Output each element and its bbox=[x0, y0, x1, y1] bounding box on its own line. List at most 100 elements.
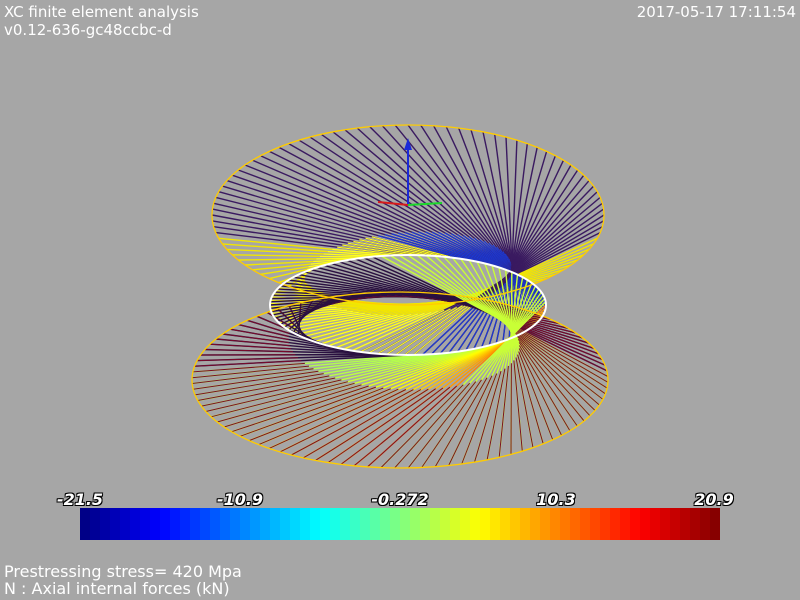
cable-element bbox=[209, 343, 292, 350]
cable-element bbox=[197, 375, 330, 401]
colorbar-step bbox=[600, 508, 611, 540]
cable-element bbox=[327, 251, 385, 257]
cable-element bbox=[518, 342, 578, 427]
y-axis bbox=[407, 202, 443, 206]
cable-elements bbox=[192, 124, 609, 469]
colorbar-step bbox=[130, 508, 141, 540]
color-scale-bar bbox=[80, 508, 720, 540]
scale-tick-max: 20.9 bbox=[694, 490, 734, 509]
cable-element bbox=[296, 314, 385, 335]
colorbar-step bbox=[460, 508, 471, 540]
colorbar-step bbox=[640, 508, 651, 540]
cable-element bbox=[327, 388, 436, 464]
cable-element bbox=[194, 373, 324, 396]
cable-element bbox=[205, 379, 342, 412]
colorbar-step bbox=[540, 508, 551, 540]
cable-element bbox=[204, 349, 294, 353]
scale-tick-mid: -0.272 bbox=[371, 490, 429, 509]
cable-element bbox=[371, 236, 456, 259]
cable-element bbox=[286, 313, 371, 330]
quantity-label: N : Axial internal forces (kN) bbox=[4, 579, 230, 598]
cable-element bbox=[498, 365, 509, 458]
colorbar-step bbox=[510, 508, 521, 540]
colorbar-step bbox=[500, 508, 511, 540]
axes-gizmo bbox=[377, 138, 443, 206]
z-axis-head bbox=[404, 138, 412, 150]
cable-element bbox=[367, 385, 458, 468]
cable-element bbox=[518, 348, 563, 436]
colorbar-step bbox=[110, 508, 121, 540]
cable-element bbox=[377, 306, 457, 355]
colorbar-step bbox=[160, 508, 171, 540]
cable-element bbox=[238, 324, 289, 337]
colorbar-step bbox=[660, 508, 671, 540]
cable-element bbox=[434, 377, 488, 467]
cable-element bbox=[395, 303, 469, 356]
cable-element bbox=[413, 299, 480, 356]
cable-element bbox=[230, 328, 289, 340]
colorbar-step bbox=[710, 508, 720, 540]
colorbar-step bbox=[490, 508, 501, 540]
cable-element bbox=[368, 308, 451, 354]
colorbar-step bbox=[680, 508, 691, 540]
fem-viewport[interactable] bbox=[0, 0, 800, 480]
scale-tick-4: 10.3 bbox=[536, 490, 576, 509]
cable-element bbox=[516, 335, 591, 417]
cable-element bbox=[411, 231, 502, 269]
cable-element bbox=[378, 235, 465, 260]
colorbar-step bbox=[80, 508, 91, 540]
cable-element bbox=[192, 362, 305, 373]
timestamp: 2017-05-17 17:11:54 bbox=[636, 3, 796, 21]
cable-element bbox=[517, 354, 544, 444]
cable-element bbox=[496, 246, 545, 314]
colorbar-step bbox=[360, 508, 371, 540]
cable-element bbox=[314, 314, 405, 343]
colorbar-step bbox=[210, 508, 221, 540]
cable-element bbox=[193, 370, 319, 390]
cable-element bbox=[515, 357, 534, 448]
cable-element bbox=[323, 253, 376, 257]
cable-element bbox=[518, 351, 554, 440]
cable-element bbox=[506, 323, 606, 395]
cable-element bbox=[514, 332, 596, 411]
colorbar-step bbox=[170, 508, 181, 540]
cable-element bbox=[386, 305, 463, 355]
cable-element bbox=[398, 232, 488, 265]
cable-element bbox=[347, 242, 421, 256]
colorbar-step bbox=[150, 508, 161, 540]
cable-element bbox=[231, 385, 369, 433]
colorbar-step bbox=[420, 508, 431, 540]
colorbar-step bbox=[380, 508, 391, 540]
cable-element bbox=[418, 231, 509, 272]
version-label: v0.12-636-gc48ccbc-d bbox=[4, 21, 172, 39]
cable-element bbox=[192, 365, 310, 379]
cable-element bbox=[384, 234, 473, 262]
cable-element bbox=[359, 239, 439, 257]
cable-element bbox=[279, 311, 359, 324]
colorbar-step bbox=[330, 508, 341, 540]
cable-element bbox=[247, 319, 290, 334]
colorbar-step bbox=[620, 508, 631, 540]
cable-element bbox=[276, 310, 353, 321]
cable-element bbox=[461, 373, 498, 465]
colorbar-step bbox=[430, 508, 441, 540]
cable-element bbox=[215, 338, 290, 347]
cable-element bbox=[268, 388, 399, 449]
cable-element bbox=[197, 357, 299, 362]
cable-element bbox=[217, 382, 355, 423]
cable-element bbox=[353, 240, 430, 257]
inner-ring bbox=[269, 254, 547, 356]
cable-element bbox=[279, 389, 407, 453]
cable-element bbox=[301, 314, 391, 338]
cable-element bbox=[502, 321, 608, 389]
cable-element bbox=[328, 313, 418, 347]
colorbar-step bbox=[120, 508, 131, 540]
colorbar-step bbox=[520, 508, 531, 540]
cable-element bbox=[222, 333, 289, 344]
colorbar-step bbox=[470, 508, 481, 540]
colorbar-step bbox=[260, 508, 271, 540]
colorbar-step bbox=[480, 508, 491, 540]
cable-element bbox=[239, 386, 377, 437]
top-ring-outline bbox=[211, 124, 605, 306]
colorbar-step bbox=[610, 508, 621, 540]
